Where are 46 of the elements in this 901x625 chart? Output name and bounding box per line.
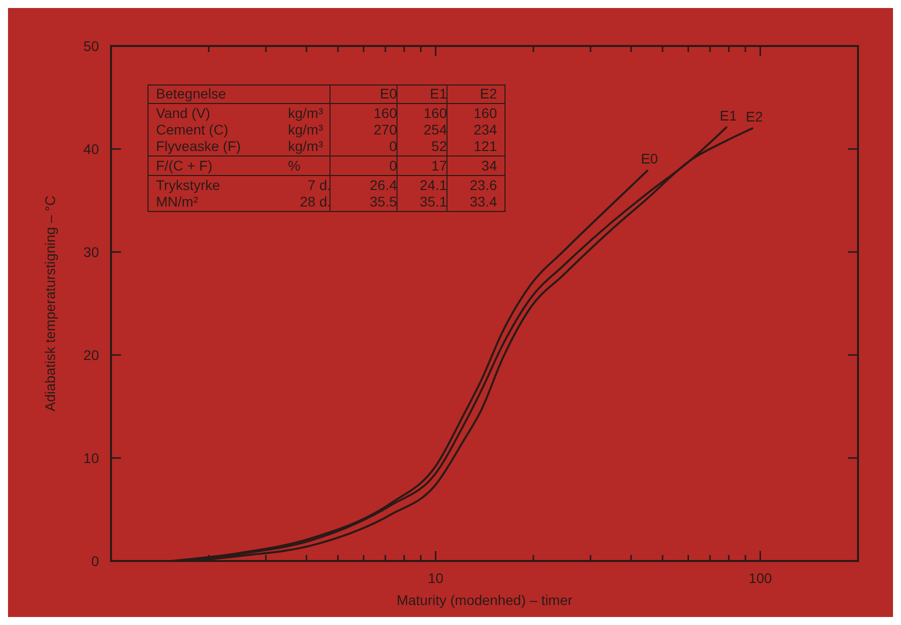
annotation: Cement (C) bbox=[156, 121, 228, 138]
annotation: % bbox=[288, 157, 300, 174]
annotation: 234 bbox=[474, 121, 498, 138]
annotation: 121 bbox=[474, 138, 498, 154]
y-tick-label: 30 bbox=[83, 244, 100, 260]
y-tick-label: 10 bbox=[83, 450, 100, 466]
annotation: 33.4 bbox=[470, 193, 498, 210]
y-tick-label: 50 bbox=[83, 38, 100, 54]
annotation: Flyveaske (F) bbox=[156, 138, 241, 154]
y-tick-label: 20 bbox=[83, 347, 100, 363]
y-tick-label: 40 bbox=[83, 141, 100, 157]
annotation: MN/m² bbox=[156, 193, 198, 210]
annotation: 35.1 bbox=[420, 193, 448, 210]
annotation: E1 bbox=[430, 85, 448, 102]
series-label: E0 bbox=[640, 150, 658, 167]
annotation: 160 bbox=[374, 104, 398, 121]
annotation: 52 bbox=[431, 138, 448, 154]
x-tick-label: 100 bbox=[748, 570, 772, 586]
annotation: 0 bbox=[389, 157, 398, 174]
y-tick-label: 0 bbox=[91, 553, 100, 569]
annotation: 254 bbox=[424, 121, 448, 138]
annotation: Vand (V) bbox=[156, 104, 210, 121]
annotation: 23.6 bbox=[470, 176, 498, 193]
annotation: 35.5 bbox=[370, 193, 398, 210]
annotation: 34 bbox=[481, 157, 498, 174]
annotation: 17 bbox=[431, 157, 448, 174]
x-axis-title: Maturity (modenhed) – timer bbox=[396, 592, 573, 608]
annotation: kg/m³ bbox=[288, 121, 324, 138]
annotation: kg/m³ bbox=[288, 138, 324, 154]
annotation: 0 bbox=[389, 138, 398, 154]
annotation: 160 bbox=[424, 104, 448, 121]
y-axis-title: Adiabatisk temperaturstigning – °C bbox=[42, 196, 58, 412]
series-label: E1 bbox=[720, 107, 738, 124]
annotation: F/(C + F) bbox=[156, 157, 212, 174]
annotation: 270 bbox=[374, 121, 398, 138]
annotation: E2 bbox=[480, 85, 498, 102]
series-label: E2 bbox=[746, 108, 764, 124]
annotation: 26.4 bbox=[370, 176, 398, 193]
annotation: 24.1 bbox=[420, 176, 448, 193]
annotation: Betegnelse bbox=[156, 85, 226, 102]
annotation: Trykstyrke bbox=[156, 176, 220, 193]
annotation: E0 bbox=[380, 85, 398, 102]
annotation: 28 d. bbox=[300, 193, 331, 210]
annotation: kg/m³ bbox=[288, 104, 324, 121]
annotation: 160 bbox=[474, 104, 498, 121]
annotation: 7 d. bbox=[308, 176, 331, 193]
